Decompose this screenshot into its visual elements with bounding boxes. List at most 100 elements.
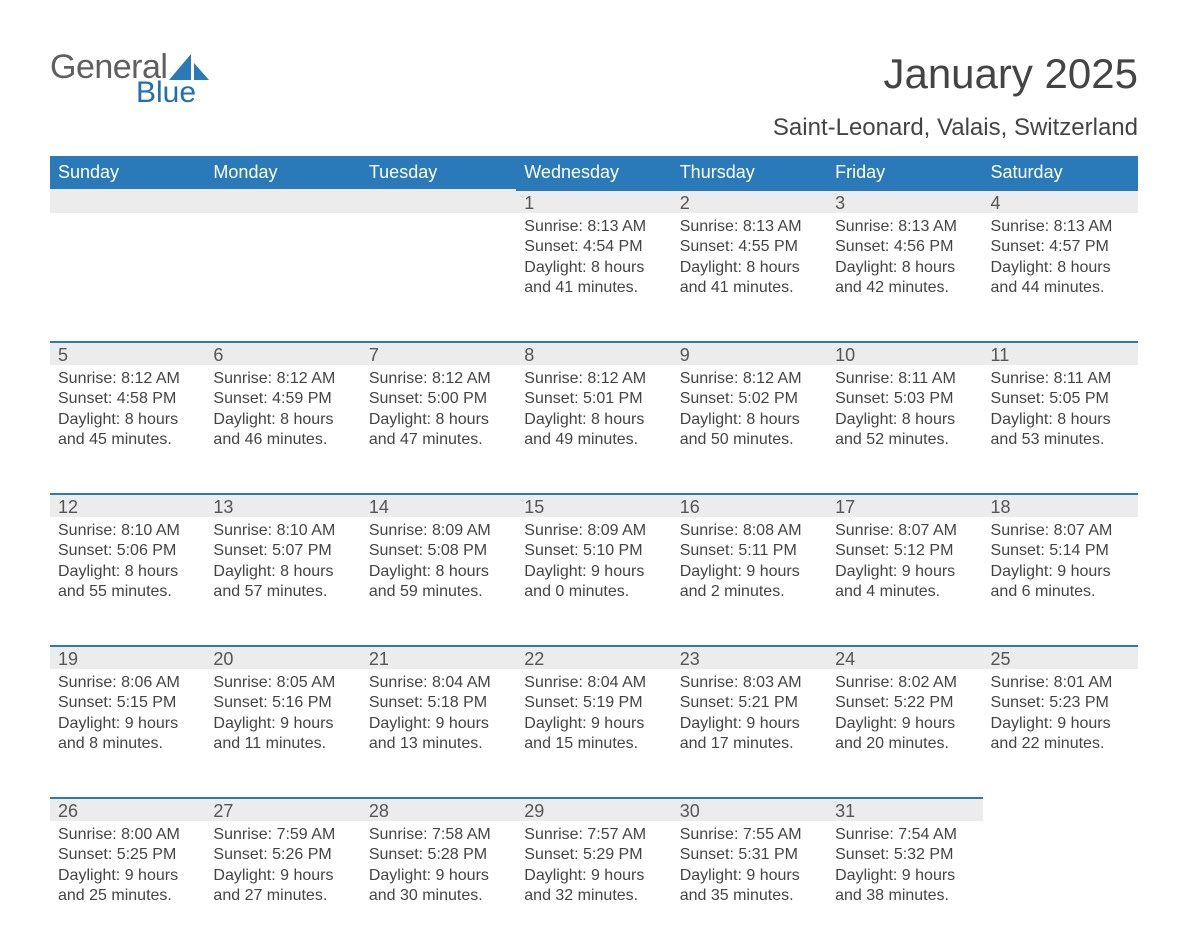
- daylight-line1: Daylight: 8 hours: [680, 410, 819, 430]
- sunrise-line: Sunrise: 8:12 AM: [524, 369, 663, 389]
- sunrise-line: Sunrise: 8:03 AM: [680, 673, 819, 693]
- day-details-cell: [983, 821, 1138, 949]
- sunrise-line: Sunrise: 8:13 AM: [835, 217, 974, 237]
- day-details-cell: Sunrise: 8:04 AMSunset: 5:18 PMDaylight:…: [361, 669, 516, 797]
- day-details-cell: Sunrise: 7:59 AMSunset: 5:26 PMDaylight:…: [205, 821, 360, 949]
- day-details: Sunrise: 8:13 AMSunset: 4:55 PMDaylight:…: [672, 213, 827, 309]
- brand-logo: General Blue: [50, 50, 209, 108]
- day-details-cell: Sunrise: 8:13 AMSunset: 4:55 PMDaylight:…: [672, 213, 827, 341]
- day-number-cell: 3: [827, 189, 982, 213]
- day-number-cell: [50, 189, 205, 213]
- sunset-line: Sunset: 4:54 PM: [524, 237, 663, 257]
- daylight-line2: and 15 minutes.: [524, 734, 663, 754]
- day-number: 18: [983, 493, 1138, 517]
- sunset-line: Sunset: 5:29 PM: [524, 845, 663, 865]
- day-number-cell: 5: [50, 341, 205, 365]
- sunset-line: Sunset: 5:08 PM: [369, 541, 508, 561]
- daylight-line1: Daylight: 8 hours: [524, 410, 663, 430]
- daylight-line2: and 44 minutes.: [991, 278, 1130, 298]
- week-details-row: Sunrise: 8:13 AMSunset: 4:54 PMDaylight:…: [50, 213, 1138, 341]
- daylight-line1: Daylight: 9 hours: [524, 562, 663, 582]
- day-number: 21: [361, 645, 516, 669]
- day-details: Sunrise: 8:01 AMSunset: 5:23 PMDaylight:…: [983, 669, 1138, 765]
- sunset-line: Sunset: 4:55 PM: [680, 237, 819, 257]
- sunset-line: Sunset: 5:31 PM: [680, 845, 819, 865]
- sunrise-line: Sunrise: 8:13 AM: [991, 217, 1130, 237]
- sunset-line: Sunset: 5:32 PM: [835, 845, 974, 865]
- sunset-line: Sunset: 5:06 PM: [58, 541, 197, 561]
- day-details: Sunrise: 8:09 AMSunset: 5:10 PMDaylight:…: [516, 517, 671, 613]
- day-details-cell: Sunrise: 8:12 AMSunset: 5:02 PMDaylight:…: [672, 365, 827, 493]
- daylight-line2: and 30 minutes.: [369, 886, 508, 906]
- day-details: Sunrise: 8:05 AMSunset: 5:16 PMDaylight:…: [205, 669, 360, 765]
- day-number: 8: [516, 341, 671, 365]
- day-number: 9: [672, 341, 827, 365]
- daylight-line1: Daylight: 8 hours: [524, 258, 663, 278]
- sunrise-line: Sunrise: 8:05 AM: [213, 673, 352, 693]
- day-details: Sunrise: 8:02 AMSunset: 5:22 PMDaylight:…: [827, 669, 982, 765]
- day-number: 6: [205, 341, 360, 365]
- day-details: Sunrise: 8:11 AMSunset: 5:05 PMDaylight:…: [983, 365, 1138, 461]
- day-number: [50, 189, 205, 213]
- day-number-cell: 8: [516, 341, 671, 365]
- sunset-line: Sunset: 5:10 PM: [524, 541, 663, 561]
- day-number-cell: 15: [516, 493, 671, 517]
- day-number-cell: 27: [205, 797, 360, 821]
- daylight-line1: Daylight: 8 hours: [835, 410, 974, 430]
- day-number-cell: 1: [516, 189, 671, 213]
- sunrise-line: Sunrise: 8:10 AM: [58, 521, 197, 541]
- day-details: Sunrise: 8:04 AMSunset: 5:18 PMDaylight:…: [361, 669, 516, 765]
- sunset-line: Sunset: 5:00 PM: [369, 389, 508, 409]
- sunset-line: Sunset: 5:11 PM: [680, 541, 819, 561]
- daylight-line1: Daylight: 9 hours: [835, 714, 974, 734]
- day-details: Sunrise: 8:13 AMSunset: 4:56 PMDaylight:…: [827, 213, 982, 309]
- daylight-line2: and 11 minutes.: [213, 734, 352, 754]
- daylight-line2: and 27 minutes.: [213, 886, 352, 906]
- calendar-page: General Blue January 2025 Saint-Leonard,…: [0, 0, 1188, 918]
- daylight-line2: and 41 minutes.: [680, 278, 819, 298]
- day-details: Sunrise: 8:10 AMSunset: 5:06 PMDaylight:…: [50, 517, 205, 613]
- daylight-line1: Daylight: 8 hours: [835, 258, 974, 278]
- daylight-line2: and 0 minutes.: [524, 582, 663, 602]
- day-details-cell: Sunrise: 8:11 AMSunset: 5:05 PMDaylight:…: [983, 365, 1138, 493]
- sunrise-line: Sunrise: 7:59 AM: [213, 825, 352, 845]
- daylight-line1: Daylight: 8 hours: [213, 410, 352, 430]
- daylight-line2: and 25 minutes.: [58, 886, 197, 906]
- sunrise-line: Sunrise: 8:12 AM: [58, 369, 197, 389]
- sunrise-line: Sunrise: 8:02 AM: [835, 673, 974, 693]
- daylight-line2: and 52 minutes.: [835, 430, 974, 450]
- day-number-cell: 19: [50, 645, 205, 669]
- week-daynum-row: 19202122232425: [50, 645, 1138, 669]
- day-number: [361, 189, 516, 213]
- daylight-line2: and 55 minutes.: [58, 582, 197, 602]
- day-number: [205, 189, 360, 213]
- day-number: 29: [516, 797, 671, 821]
- day-details-cell: Sunrise: 8:12 AMSunset: 4:59 PMDaylight:…: [205, 365, 360, 493]
- sunset-line: Sunset: 5:25 PM: [58, 845, 197, 865]
- week-daynum-row: 12131415161718: [50, 493, 1138, 517]
- sunset-line: Sunset: 5:01 PM: [524, 389, 663, 409]
- day-number-cell: 20: [205, 645, 360, 669]
- sunrise-line: Sunrise: 8:12 AM: [213, 369, 352, 389]
- daylight-line2: and 6 minutes.: [991, 582, 1130, 602]
- day-number: 26: [50, 797, 205, 821]
- sunrise-line: Sunrise: 8:01 AM: [991, 673, 1130, 693]
- week-daynum-row: 567891011: [50, 341, 1138, 365]
- day-details: Sunrise: 8:07 AMSunset: 5:14 PMDaylight:…: [983, 517, 1138, 613]
- location-label: Saint-Leonard, Valais, Switzerland: [50, 114, 1138, 142]
- daylight-line2: and 46 minutes.: [213, 430, 352, 450]
- day-details-cell: Sunrise: 8:10 AMSunset: 5:06 PMDaylight:…: [50, 517, 205, 645]
- daylight-line2: and 2 minutes.: [680, 582, 819, 602]
- day-number-cell: 21: [361, 645, 516, 669]
- daylight-line2: and 38 minutes.: [835, 886, 974, 906]
- day-details: Sunrise: 8:12 AMSunset: 5:02 PMDaylight:…: [672, 365, 827, 461]
- day-details-cell: [50, 213, 205, 341]
- day-number-cell: 9: [672, 341, 827, 365]
- day-number: 22: [516, 645, 671, 669]
- week-daynum-row: 262728293031: [50, 797, 1138, 821]
- day-number-cell: 13: [205, 493, 360, 517]
- sunrise-line: Sunrise: 8:06 AM: [58, 673, 197, 693]
- day-details: Sunrise: 8:04 AMSunset: 5:19 PMDaylight:…: [516, 669, 671, 765]
- sunset-line: Sunset: 4:57 PM: [991, 237, 1130, 257]
- sunrise-line: Sunrise: 7:54 AM: [835, 825, 974, 845]
